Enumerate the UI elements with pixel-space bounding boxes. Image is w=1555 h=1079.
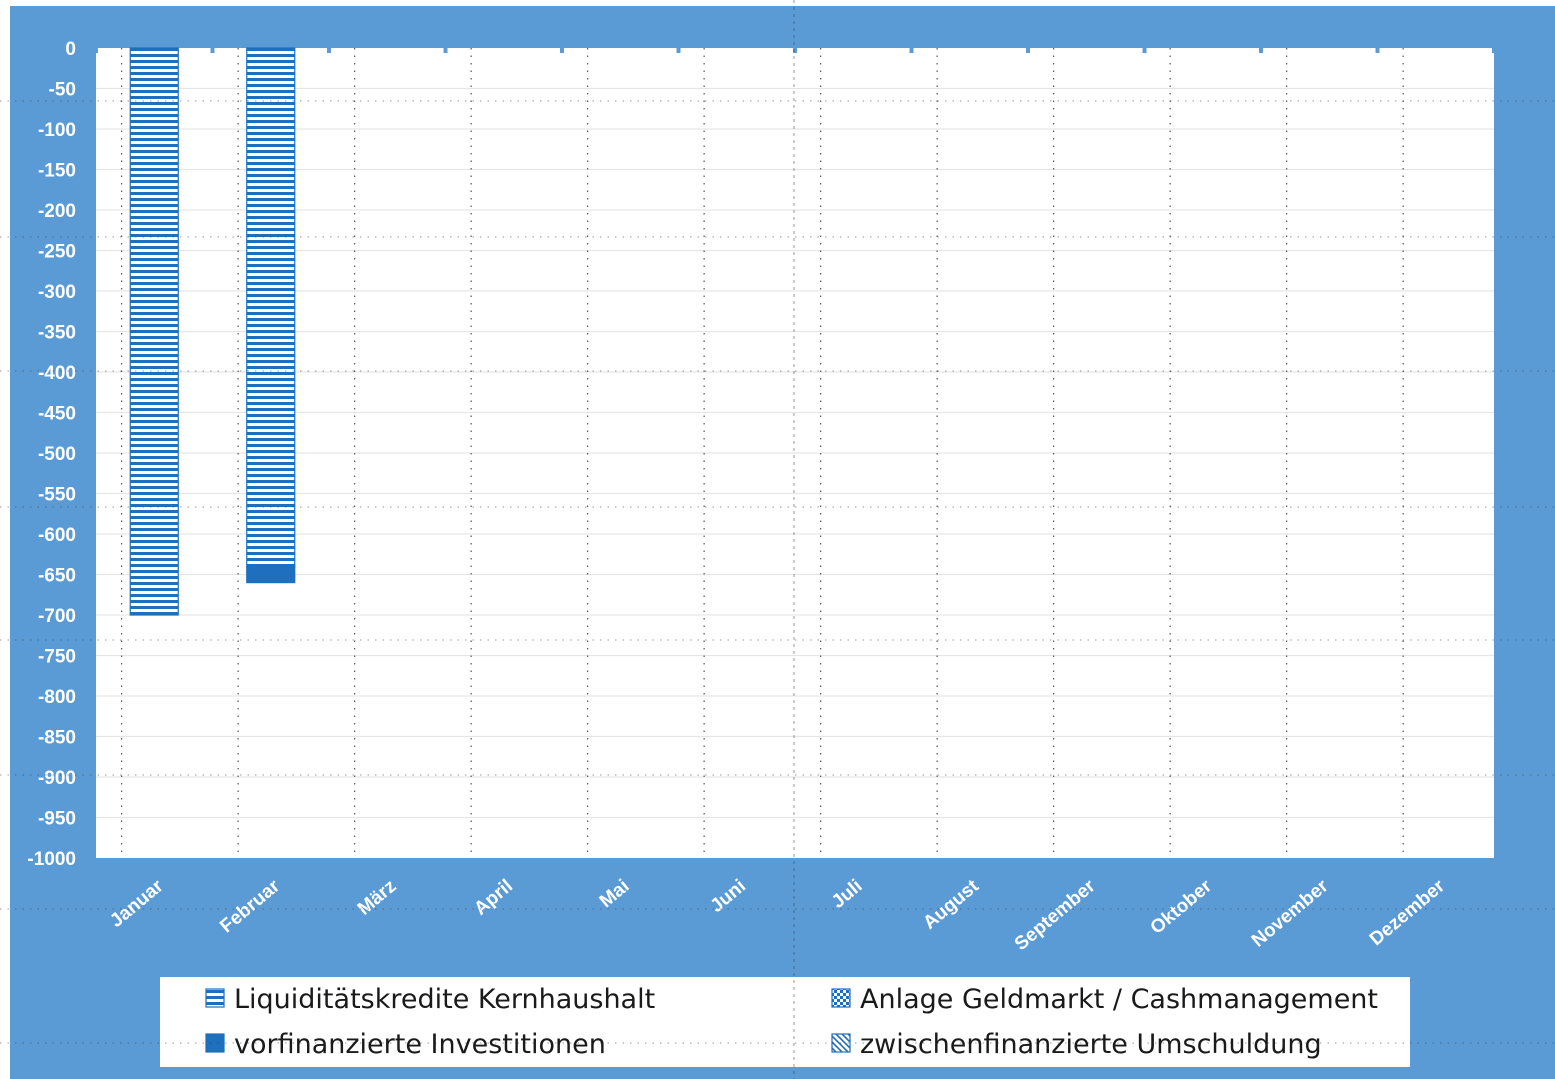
bar-januar xyxy=(129,47,179,616)
axis-tick-mark xyxy=(1259,48,1263,53)
axis-tick-mark xyxy=(1492,48,1496,53)
y-tick-label: -800 xyxy=(38,687,76,708)
y-tick-label: -250 xyxy=(38,242,76,263)
y-tick-label: -700 xyxy=(38,606,76,627)
axis-tick-mark xyxy=(676,48,681,53)
axis-tick-mark xyxy=(210,48,215,53)
legend-box xyxy=(160,977,1410,1067)
y-axis-ticks: 0 -50 -100 -150 -200 -250 -300 -350 -400 -450 -500… xyxy=(27,39,76,870)
y-tick-label: -400 xyxy=(38,363,76,384)
axis-tick-mark xyxy=(94,48,98,53)
axis-tick-mark xyxy=(1026,48,1030,53)
axis-tick-mark xyxy=(327,48,331,53)
y-tick-label: -1000 xyxy=(27,849,76,870)
legend-swatch xyxy=(205,988,225,1008)
legend-label: Anlage Geldmarkt / Cashmanagement xyxy=(860,984,1378,1015)
legend-label: Liquiditätskredite Kernhaushalt xyxy=(234,984,655,1015)
bar-februar xyxy=(246,47,296,568)
y-tick-label: -950 xyxy=(38,809,76,830)
y-tick-label: -450 xyxy=(38,404,76,425)
axis-tick-mark xyxy=(443,48,448,53)
bar-februar xyxy=(246,565,296,584)
legend: Liquiditätskredite Kernhaushalt Anlage Ge… xyxy=(160,977,1410,1067)
axis-tick-mark xyxy=(793,48,797,53)
axis-tick-mark xyxy=(1375,48,1380,53)
y-tick-label: -900 xyxy=(38,768,76,789)
y-tick-label: -50 xyxy=(49,80,76,101)
axis-tick-mark xyxy=(1142,48,1147,53)
y-tick-label: -100 xyxy=(38,120,76,141)
legend-label: vorfinanzierte Investitionen xyxy=(234,1029,606,1060)
bars xyxy=(129,47,296,616)
y-tick-label: -600 xyxy=(38,525,76,546)
legend-label: zwischenfinanzierte Umschuldung xyxy=(860,1029,1322,1060)
legend-swatch xyxy=(831,988,851,1008)
legend-swatch xyxy=(205,1033,225,1053)
axis-tick-mark xyxy=(909,48,914,53)
y-tick-label: -750 xyxy=(38,647,76,668)
y-tick-label: -350 xyxy=(38,323,76,344)
y-tick-label: 0 xyxy=(65,39,76,60)
y-tick-label: -650 xyxy=(38,566,76,587)
y-tick-label: -550 xyxy=(38,485,76,506)
grid-lines xyxy=(94,48,1496,858)
y-tick-label: -200 xyxy=(38,201,76,222)
y-tick-label: -850 xyxy=(38,728,76,749)
y-tick-label: -150 xyxy=(38,161,76,182)
axis-tick-mark xyxy=(560,48,564,53)
y-tick-label: -300 xyxy=(38,282,76,303)
y-tick-label: -500 xyxy=(38,444,76,465)
